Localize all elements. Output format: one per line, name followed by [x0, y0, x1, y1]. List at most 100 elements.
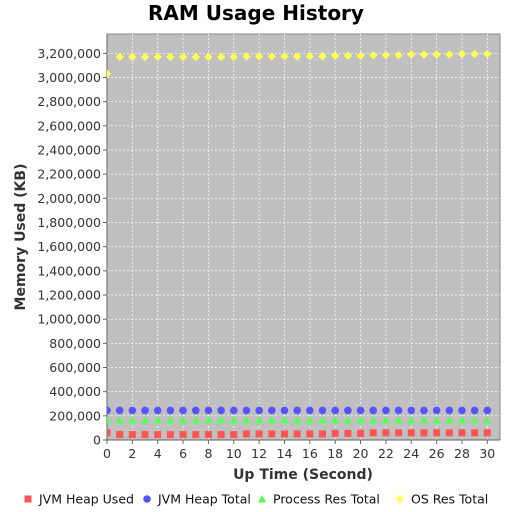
data-point: [107, 416, 111, 424]
data-point: [204, 406, 213, 415]
data-point: [457, 49, 467, 59]
data-point: [128, 416, 137, 424]
data-point: [331, 429, 339, 437]
data-point: [293, 430, 301, 438]
data-point: [470, 49, 479, 59]
y-tick-label: 2,800,000: [37, 94, 101, 109]
data-point: [331, 416, 340, 424]
series-process-res-total: [107, 416, 492, 424]
y-tick-label: 1,200,000: [37, 288, 101, 303]
data-point: [420, 429, 428, 437]
data-point: [229, 406, 238, 415]
data-point: [128, 431, 136, 439]
data-point: [318, 416, 327, 424]
data-point: [230, 431, 238, 439]
data-point: [483, 406, 492, 415]
data-point: [107, 69, 112, 79]
data-point: [191, 406, 200, 415]
data-point: [305, 416, 314, 424]
data-point: [153, 52, 162, 62]
data-series: [107, 49, 492, 439]
data-point: [344, 406, 352, 415]
data-point: [204, 52, 213, 62]
data-point: [166, 406, 175, 415]
data-point: [217, 406, 225, 415]
data-point: [407, 406, 416, 415]
data-point: [154, 431, 162, 439]
data-point: [445, 406, 454, 415]
x-tick-label: 12: [251, 446, 267, 461]
data-point: [419, 416, 428, 424]
data-point: [255, 416, 264, 424]
data-point: [191, 52, 200, 62]
legend-label: OS Res Total: [411, 492, 488, 507]
data-point: [343, 51, 353, 60]
data-point: [382, 406, 390, 415]
data-point: [128, 52, 137, 62]
data-point: [192, 431, 200, 439]
y-tick-label: 600,000: [49, 360, 101, 375]
data-point: [445, 416, 454, 424]
y-tick-label: 1,600,000: [37, 239, 101, 254]
data-point: [318, 406, 327, 415]
data-point: [128, 406, 137, 415]
data-point: [470, 406, 479, 415]
data-point: [381, 50, 391, 60]
y-tick-label: 2,600,000: [37, 118, 101, 133]
data-point: [268, 430, 276, 438]
data-point: [318, 52, 327, 61]
data-point: [116, 431, 124, 439]
y-tick-label: 2,200,000: [37, 167, 101, 182]
data-point: [445, 429, 453, 437]
data-point: [216, 52, 226, 62]
x-tick-label: 18: [327, 446, 343, 461]
data-point: [305, 52, 315, 61]
data-point: [229, 52, 238, 62]
y-axis-ticks: 0 200,000 400,000 600,000 800,000 1,000,000 1,…: [37, 46, 107, 448]
y-tick-label: 1,400,000: [37, 263, 101, 278]
data-point: [179, 416, 188, 424]
x-tick-label: 6: [179, 446, 187, 461]
data-point: [382, 429, 390, 437]
x-tick-label: 30: [479, 446, 495, 461]
data-point: [115, 52, 124, 62]
x-tick-label: 28: [454, 446, 470, 461]
legend-marker: [143, 495, 151, 503]
data-point: [115, 416, 124, 424]
data-point: [267, 52, 277, 61]
data-point: [191, 416, 200, 424]
data-point: [140, 52, 150, 62]
data-point: [420, 406, 428, 415]
y-tick-label: 0: [93, 433, 101, 448]
y-tick-label: 3,000,000: [37, 70, 101, 85]
data-point: [204, 416, 213, 424]
data-point: [107, 406, 111, 415]
data-point: [356, 51, 365, 60]
data-point: [356, 416, 365, 424]
data-point: [141, 406, 149, 415]
data-point: [255, 406, 263, 415]
data-point: [179, 431, 187, 439]
data-point: [381, 416, 390, 424]
y-tick-label: 200,000: [49, 408, 101, 423]
y-tick-label: 1,800,000: [37, 215, 101, 230]
data-point: [217, 416, 226, 424]
data-point: [357, 429, 365, 437]
x-tick-label: 4: [154, 446, 162, 461]
x-tick-label: 16: [302, 446, 318, 461]
data-point: [432, 406, 441, 415]
plot-area: [106, 33, 501, 441]
y-tick-label: 2,400,000: [37, 143, 101, 158]
legend-marker: [258, 495, 266, 503]
data-point: [153, 406, 162, 415]
x-tick-label: 0: [103, 446, 111, 461]
data-point: [471, 429, 479, 437]
data-point: [407, 429, 415, 437]
legend-item: JVM Heap Total: [143, 492, 251, 507]
x-tick-label: 2: [128, 446, 136, 461]
data-point: [419, 50, 429, 59]
data-point: [166, 431, 174, 439]
data-point: [394, 50, 403, 60]
data-point: [395, 429, 403, 437]
data-point: [293, 416, 302, 424]
